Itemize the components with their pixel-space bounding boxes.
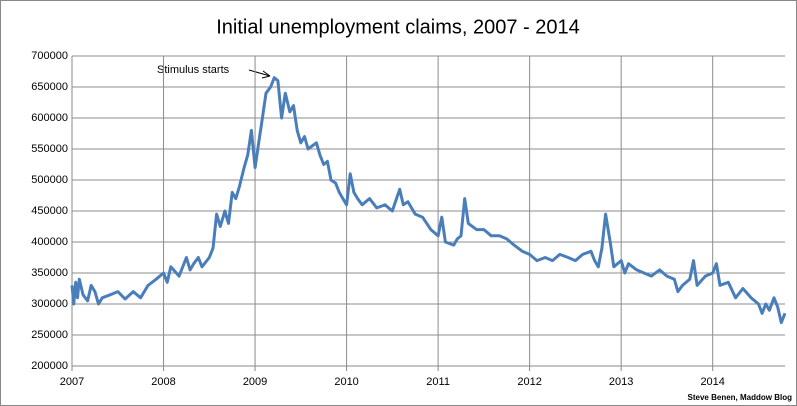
y-tick-label: 250000 [31,329,68,341]
y-tick-label: 500000 [31,174,68,186]
chart-title: Initial unemployment claims, 2007 - 2014 [216,16,580,38]
y-tick-label: 400000 [31,236,68,248]
data-line [70,76,787,325]
annotation-arrow [248,69,271,77]
x-tick-label: 2011 [426,376,450,388]
y-tick-label: 300000 [31,298,68,310]
y-tick-label: 650000 [31,81,68,93]
y-tick-label: 350000 [31,267,68,279]
annotation-arrowhead [261,70,271,79]
y-tick-label: 550000 [31,143,68,155]
x-tick-label: 2008 [151,376,175,388]
x-tick-label: 2010 [334,376,358,388]
x-tick-label: 2014 [700,376,724,388]
y-tick-label: 600000 [31,112,68,124]
x-tick-label: 2007 [60,376,84,388]
y-tick-label: 200000 [31,360,68,372]
x-tick-label: 2009 [243,376,267,388]
source-credit: Steve Benen, Maddow Blog [688,393,793,402]
y-tick-label: 450000 [31,205,68,217]
annotation: Stimulus starts [157,64,230,76]
x-tick-label: 2013 [609,376,633,388]
y-tick-label: 700000 [31,50,68,62]
x-tick-label: 2012 [517,376,541,388]
